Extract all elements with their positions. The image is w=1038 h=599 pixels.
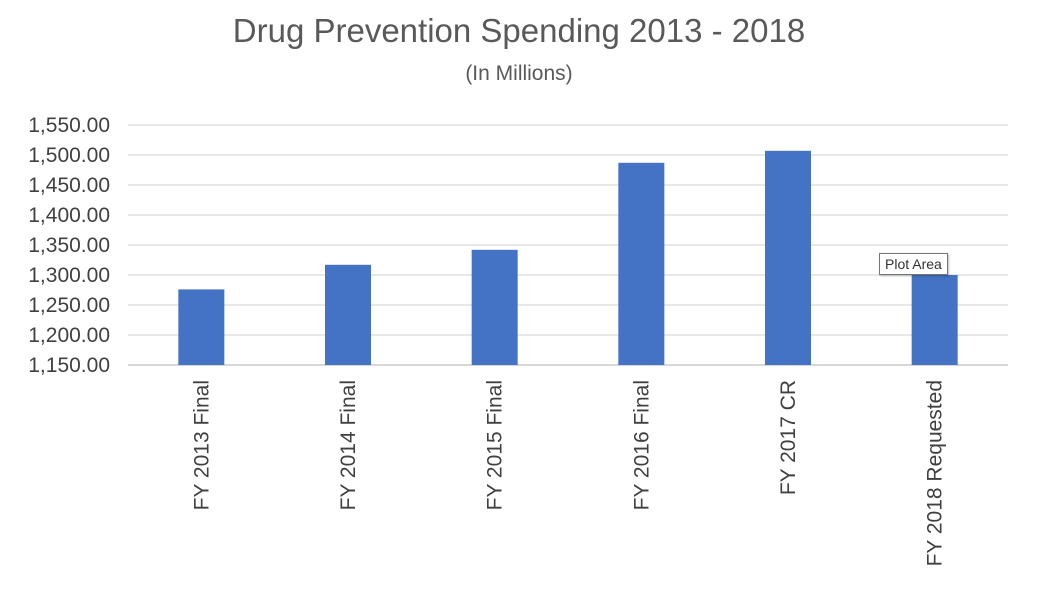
y-tick-label: 1,200.00 xyxy=(28,324,110,347)
y-tick-label: 1,450.00 xyxy=(28,174,110,197)
bar-fy-2013-final[interactable] xyxy=(178,289,225,365)
gridlines xyxy=(128,124,1008,366)
chart-subtitle: (In Millions) xyxy=(465,62,572,85)
chart-title: Drug Prevention Spending 2013 - 2018 xyxy=(233,12,805,49)
x-category-label: FY 2017 CR xyxy=(777,380,800,495)
y-tick-label: 1,500.00 xyxy=(28,144,110,167)
x-category-label: FY 2014 Final xyxy=(337,380,360,510)
y-tick-label: 1,150.00 xyxy=(28,354,110,377)
plot-area-tooltip: Plot Area xyxy=(879,253,948,275)
y-tick-label: 1,250.00 xyxy=(28,294,110,317)
y-tick-label: 1,550.00 xyxy=(28,114,110,137)
bar-fy-2015-final[interactable] xyxy=(471,249,518,365)
x-category-label: FY 2013 Final xyxy=(190,380,213,510)
bar-fy-2017-cr[interactable] xyxy=(765,150,811,365)
x-axis-category-labels: FY 2013 Final FY 2014 Final FY 2015 Final F… xyxy=(190,380,946,566)
x-category-label: FY 2015 Final xyxy=(484,380,507,510)
bar-fy-2016-final[interactable] xyxy=(618,162,665,365)
y-tick-label: 1,350.00 xyxy=(28,234,110,257)
bar-fy-2014-final[interactable] xyxy=(325,264,371,365)
y-tick-label: 1,300.00 xyxy=(28,264,110,287)
x-category-label: FY 2018 Requested xyxy=(924,380,947,566)
bars[interactable] xyxy=(178,150,958,365)
y-tick-label: 1,400.00 xyxy=(28,204,110,227)
x-category-label: FY 2016 Final xyxy=(630,380,653,510)
bar-fy-2018-requested[interactable] xyxy=(911,275,958,365)
y-axis-tick-labels: 1,150.00 1,200.00 1,250.00 1,300.00 1,350.00… xyxy=(28,114,110,377)
